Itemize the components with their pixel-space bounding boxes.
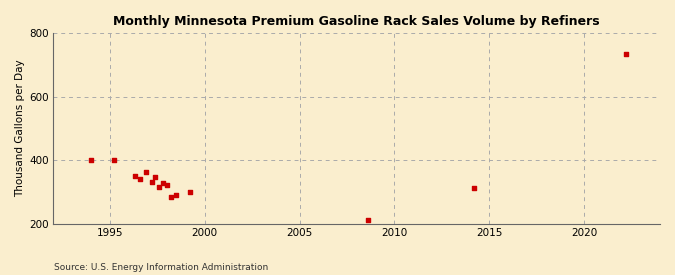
Point: [362, 218, 373, 222]
Point: [150, 175, 161, 179]
Point: [171, 192, 182, 197]
Point: [184, 190, 195, 194]
Point: [161, 183, 172, 187]
Point: [620, 52, 631, 56]
Point: [157, 181, 168, 185]
Point: [154, 185, 165, 189]
Y-axis label: Thousand Gallons per Day: Thousand Gallons per Day: [15, 60, 25, 197]
Point: [146, 180, 157, 184]
Point: [140, 170, 151, 175]
Point: [108, 158, 119, 163]
Title: Monthly Minnesota Premium Gasoline Rack Sales Volume by Refiners: Monthly Minnesota Premium Gasoline Rack …: [113, 15, 600, 28]
Point: [468, 186, 479, 190]
Point: [165, 195, 176, 200]
Point: [86, 158, 97, 163]
Text: Source: U.S. Energy Information Administration: Source: U.S. Energy Information Administ…: [54, 263, 268, 272]
Point: [129, 174, 140, 178]
Point: [135, 177, 146, 181]
